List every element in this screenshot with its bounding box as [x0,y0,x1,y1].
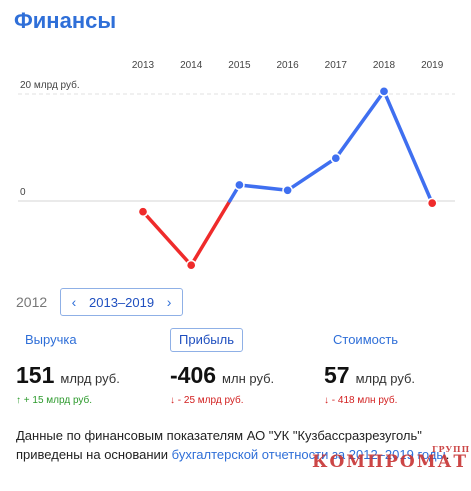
y-tick-label: 0 [20,187,26,198]
x-tick-label: 2019 [421,60,444,71]
x-tick-label: 2013 [132,60,155,71]
x-tick-label: 2018 [373,60,396,71]
metric-delta: ↓ - 418 млн руб. [324,395,398,406]
series-segment [334,89,386,160]
data-point[interactable] [234,179,245,191]
metric-value: 57 [324,362,350,388]
x-tick-label: 2017 [325,60,348,71]
x-tick-label: 2015 [228,60,251,71]
tab-value[interactable]: Стоимость [333,332,399,347]
tab-profit[interactable]: Прибыль [170,328,243,352]
x-tick-label: 2016 [276,60,299,71]
watermark-logo: КОМПРОМАТ ГРУПП [312,444,471,472]
metric-unit: млн руб. [222,371,275,386]
period-selector: 2012 ‹ 2013–2019 › [16,288,184,316]
tab-revenue[interactable]: Выручка [25,332,77,347]
chevron-left-icon[interactable]: ‹ [71,294,77,310]
profit-chart: 2013 2014 2015 2016 2017 2018 2019 20 млрд руб… [18,60,455,271]
source-note: Данные по финансовым показателям АО "УК … [16,426,456,464]
metric-profit: Прибыль -406 млн руб. ↓ - 25 млрд руб. [170,328,274,406]
metric-unit: млрд руб. [60,371,120,386]
data-point[interactable] [378,85,390,97]
report-link[interactable]: бухгалтерской отчетности за 2012–2019 го… [171,447,446,462]
chevron-right-icon[interactable]: › [166,294,172,310]
y-tick-label: 20 млрд руб. [20,79,80,91]
data-point[interactable] [185,259,197,271]
metric-unit: млрд руб. [355,371,416,386]
x-tick-label: 2014 [180,60,203,71]
metrics-panel: Выручка 151 млрд руб. ↑ + 15 млрд руб. П… [0,328,471,408]
metric-value: 151 [16,362,55,388]
range-label[interactable]: 2013–2019 [89,294,155,310]
data-point[interactable] [282,184,293,196]
range-switcher: ‹ 2013–2019 › [60,288,184,316]
series-segment [141,209,193,267]
metric-delta: ↑ + 15 млрд руб. [16,395,93,406]
data-point[interactable] [330,152,342,164]
series-segment [382,89,434,203]
series-segment [189,199,232,267]
metric-value-company: Стоимость 57 млрд руб. ↓ - 418 млн руб. [324,328,415,406]
data-point[interactable] [426,197,438,209]
metric-value: -406 [170,362,217,388]
series-segment [285,156,338,193]
metric-delta: ↓ - 25 млрд руб. [170,395,244,406]
note-text: Данные по финансовым показателям АО "УК … [16,428,422,462]
data-point[interactable] [137,206,149,218]
note-end: . [445,447,450,462]
page-title: Финансы [14,8,117,33]
series-segment [237,183,290,193]
range-start-year: 2012 [16,294,48,310]
metric-revenue: Выручка 151 млрд руб. ↑ + 15 млрд руб. [16,328,120,406]
